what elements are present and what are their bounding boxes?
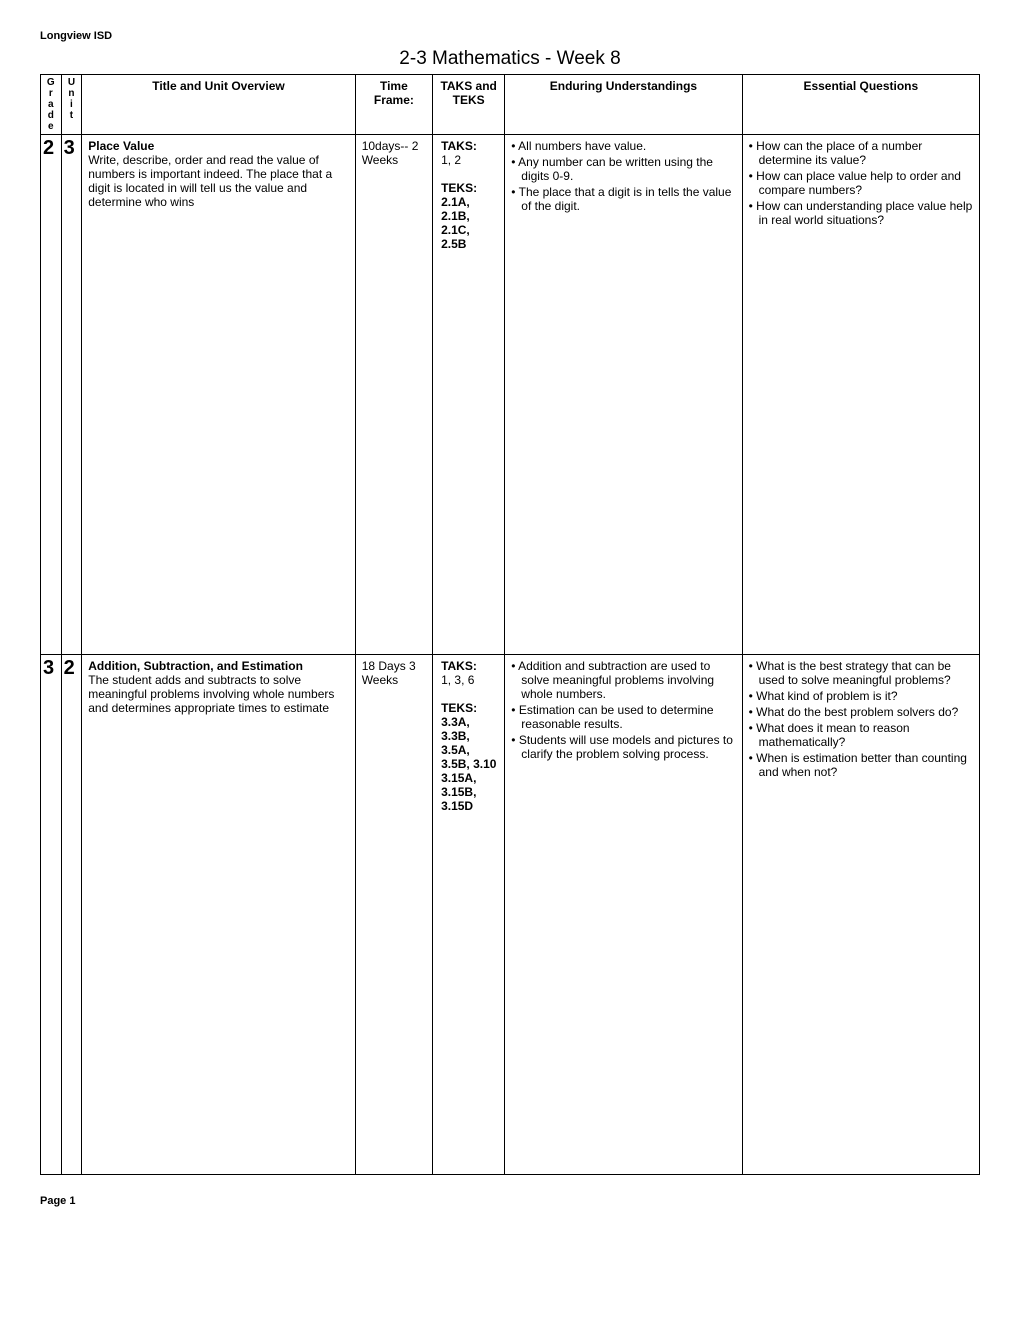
col-essential-header: Essential Questions	[742, 75, 979, 135]
list-item: Students will use models and pictures to…	[511, 733, 735, 761]
title-cell: Place Value Write, describe, order and r…	[82, 135, 355, 655]
col-title-header: Title and Unit Overview	[82, 75, 355, 135]
enduring-cell: Addition and subtraction are used to sol…	[505, 655, 742, 1175]
org-header: Longview ISD	[40, 30, 980, 42]
grade-cell: 3	[41, 655, 62, 1175]
essential-list: What is the best strategy that can be us…	[749, 659, 973, 779]
col-enduring-header: Enduring Understandings	[505, 75, 742, 135]
essential-cell: What is the best strategy that can be us…	[742, 655, 979, 1175]
list-item: What is the best strategy that can be us…	[749, 659, 973, 687]
taks-cell: TAKS: 1, 3, 6 TEKS: 3.3A, 3.3B, 3.5A, 3.…	[433, 655, 505, 1175]
curriculum-table: Grade Unit Title and Unit Overview Time …	[40, 74, 980, 1175]
list-item: How can place value help to order and co…	[749, 169, 973, 197]
teks-label: TEKS:	[441, 701, 477, 715]
teks-values: 3.3A, 3.3B, 3.5A, 3.5B, 3.10 3.15A, 3.15…	[441, 715, 496, 813]
list-item: Any number can be written using the digi…	[511, 155, 735, 183]
grade-cell: 2	[41, 135, 62, 655]
unit-cell: 3	[61, 135, 82, 655]
unit-title: Addition, Subtraction, and Estimation	[88, 659, 303, 673]
page-footer: Page 1	[40, 1195, 980, 1207]
list-item: Addition and subtraction are used to sol…	[511, 659, 735, 701]
list-item: The place that a digit is in tells the v…	[511, 185, 735, 213]
taks-cell: TAKS: 1, 2 TEKS: 2.1A, 2.1B, 2.1C, 2.5B	[433, 135, 505, 655]
list-item: Estimation can be used to determine reas…	[511, 703, 735, 731]
table-header-row: Grade Unit Title and Unit Overview Time …	[41, 75, 980, 135]
teks-values: 2.1A, 2.1B, 2.1C, 2.5B	[441, 195, 470, 251]
time-cell: 10days-- 2 Weeks	[355, 135, 432, 655]
essential-cell: How can the place of a number determine …	[742, 135, 979, 655]
unit-body: The student adds and subtracts to solve …	[88, 673, 334, 715]
essential-list: How can the place of a number determine …	[749, 139, 973, 227]
enduring-list: All numbers have value. Any number can b…	[511, 139, 735, 213]
table-row: 3 2 Addition, Subtraction, and Estimatio…	[41, 655, 980, 1175]
page-title: 2-3 Mathematics - Week 8	[40, 48, 980, 70]
list-item: What do the best problem solvers do?	[749, 705, 973, 719]
table-row: 2 3 Place Value Write, describe, order a…	[41, 135, 980, 655]
taks-label: TAKS:	[441, 139, 477, 153]
col-time-header: Time Frame:	[355, 75, 432, 135]
title-cell: Addition, Subtraction, and Estimation Th…	[82, 655, 355, 1175]
unit-title: Place Value	[88, 139, 154, 153]
unit-cell: 2	[61, 655, 82, 1175]
list-item: All numbers have value.	[511, 139, 735, 153]
taks-label: TAKS:	[441, 659, 477, 673]
list-item: How can understanding place value help i…	[749, 199, 973, 227]
col-grade-header: Grade	[41, 75, 62, 135]
col-taks-header: TAKS and TEKS	[433, 75, 505, 135]
time-cell: 18 Days 3 Weeks	[355, 655, 432, 1175]
enduring-list: Addition and subtraction are used to sol…	[511, 659, 735, 761]
taks-values: 1, 3, 6	[441, 673, 474, 687]
taks-values: 1, 2	[441, 153, 461, 167]
list-item: What kind of problem is it?	[749, 689, 973, 703]
list-item: How can the place of a number determine …	[749, 139, 973, 167]
enduring-cell: All numbers have value. Any number can b…	[505, 135, 742, 655]
list-item: What does it mean to reason mathematical…	[749, 721, 973, 749]
col-unit-header: Unit	[61, 75, 82, 135]
teks-label: TEKS:	[441, 181, 477, 195]
list-item: When is estimation better than counting …	[749, 751, 973, 779]
unit-body: Write, describe, order and read the valu…	[88, 153, 332, 209]
